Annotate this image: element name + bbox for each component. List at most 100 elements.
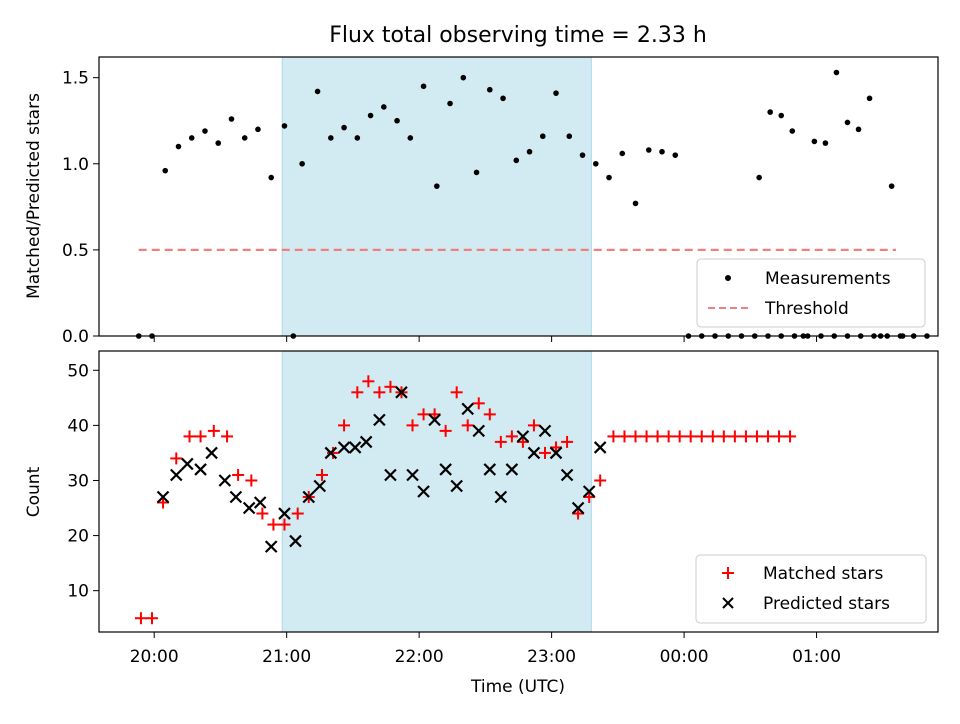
predicted-star-b (593, 441, 607, 454)
predicted-star-marker (538, 424, 552, 438)
measurement-point (579, 152, 586, 158)
matched-star-marker (351, 386, 364, 399)
legend-threshold-label: Threshold (764, 299, 849, 319)
predicted-star-marker (527, 446, 541, 460)
measurement-point (228, 116, 235, 122)
predicted-star-b (218, 474, 232, 487)
predicted-star-marker (395, 386, 408, 399)
measurement-point (394, 117, 400, 124)
matched-star-marker (183, 430, 196, 443)
measurement-point (778, 333, 785, 339)
predicted-star-marker (384, 468, 397, 482)
measurement-point (632, 200, 639, 207)
predicted-star-b (324, 446, 338, 460)
matched-star-marker (256, 507, 269, 520)
predicted-star-b (516, 430, 530, 443)
measurement-point (290, 333, 297, 339)
predicted-star-b (494, 490, 508, 504)
x-tick-label: 20:00 (130, 647, 179, 667)
matched-star-marker (384, 380, 397, 393)
measurement-point (818, 333, 824, 339)
predicted-star-marker (194, 463, 207, 476)
matched-star-marker (232, 468, 245, 481)
measurement-point (162, 167, 169, 174)
predicted-star-b (505, 463, 519, 476)
measurement-point (149, 333, 155, 339)
predicted-star-marker (264, 540, 278, 553)
predicted-star-marker (483, 463, 497, 476)
measurement-point (606, 174, 612, 181)
measurement-point (866, 95, 873, 102)
measurement-point (341, 124, 347, 131)
measurement-point (672, 152, 679, 158)
measurement-point (281, 123, 288, 129)
count-axes-frame (98, 350, 939, 633)
predicted-star-marker (289, 534, 302, 548)
measurement-point (857, 333, 864, 339)
measurement-point (899, 333, 906, 339)
matched-star-marker (207, 424, 220, 437)
predicted-star-b (181, 457, 194, 471)
predicted-star-marker (593, 441, 607, 454)
predicted-star-b (450, 479, 463, 493)
predicted-star-b (406, 468, 419, 482)
matched-star-marker (483, 408, 496, 421)
measurement-point (255, 126, 261, 133)
measurement-point (314, 88, 321, 95)
matched-star-marker (761, 430, 774, 443)
matched-star-marker (472, 397, 485, 410)
measurement-point (513, 157, 520, 164)
measurement-point (553, 90, 559, 96)
measurement-point (791, 333, 798, 339)
predicted-star-marker (373, 413, 386, 427)
ratio-panel: 0.0 0.5 1.0 1.5 (62, 56, 939, 347)
predicted-star-b (289, 534, 302, 548)
legend-predicted-marker (722, 597, 734, 609)
predicted-star-b (156, 490, 170, 504)
measurement-point (420, 83, 427, 90)
predicted-star-b (582, 485, 596, 498)
ratio-y-tick-label: 1.0 (62, 155, 89, 175)
predicted-star-marker (472, 424, 486, 438)
matched-star-marker (327, 446, 340, 459)
count-y-tick-label: 50 (67, 361, 89, 381)
measurement-point (910, 333, 917, 339)
legend-top: Measurements Threshold (696, 258, 926, 328)
measurement-point (619, 150, 626, 157)
ratio-y-tick-label: 0.0 (62, 327, 89, 347)
predicted-star-marker (516, 430, 530, 443)
measurement-point (473, 169, 480, 176)
measurement-point (354, 135, 361, 141)
predicted-star-b (373, 413, 386, 427)
chart-title: Flux total observing time = 2.33 h (329, 23, 707, 48)
measurement-point (698, 333, 705, 339)
measurement-point (486, 86, 493, 93)
predicted-star-marker (571, 501, 585, 515)
legend-predicted-label: Predicted stars (763, 594, 890, 614)
matched-star-marker (673, 430, 686, 443)
measurement-point (367, 112, 374, 119)
matched-star-marker (618, 430, 631, 443)
predicted-star-marker (242, 501, 256, 515)
predicted-star-marker (582, 485, 596, 498)
predicted-star-b (417, 485, 430, 498)
measurement-point (241, 135, 248, 141)
matched-star-marker (373, 386, 386, 399)
measurement-point (299, 160, 305, 167)
measurement-point (871, 333, 877, 339)
matched-star-marker (538, 446, 551, 459)
predicted-star-b (538, 424, 552, 438)
matched-star-marker (594, 474, 607, 487)
matched-star-marker (527, 419, 540, 432)
measurement-point (831, 333, 838, 339)
predicted-star-marker (253, 496, 267, 509)
predicted-star-b (348, 441, 362, 454)
x-tick-label: 01:00 (792, 647, 841, 667)
predicted-star-marker (302, 490, 316, 504)
matched-star-marker (739, 430, 752, 443)
measurement-point (592, 160, 599, 167)
legend-bottom: Matched stars Predicted stars (695, 554, 927, 624)
predicted-star-b (313, 479, 327, 493)
predicted-star-marker (205, 446, 218, 460)
